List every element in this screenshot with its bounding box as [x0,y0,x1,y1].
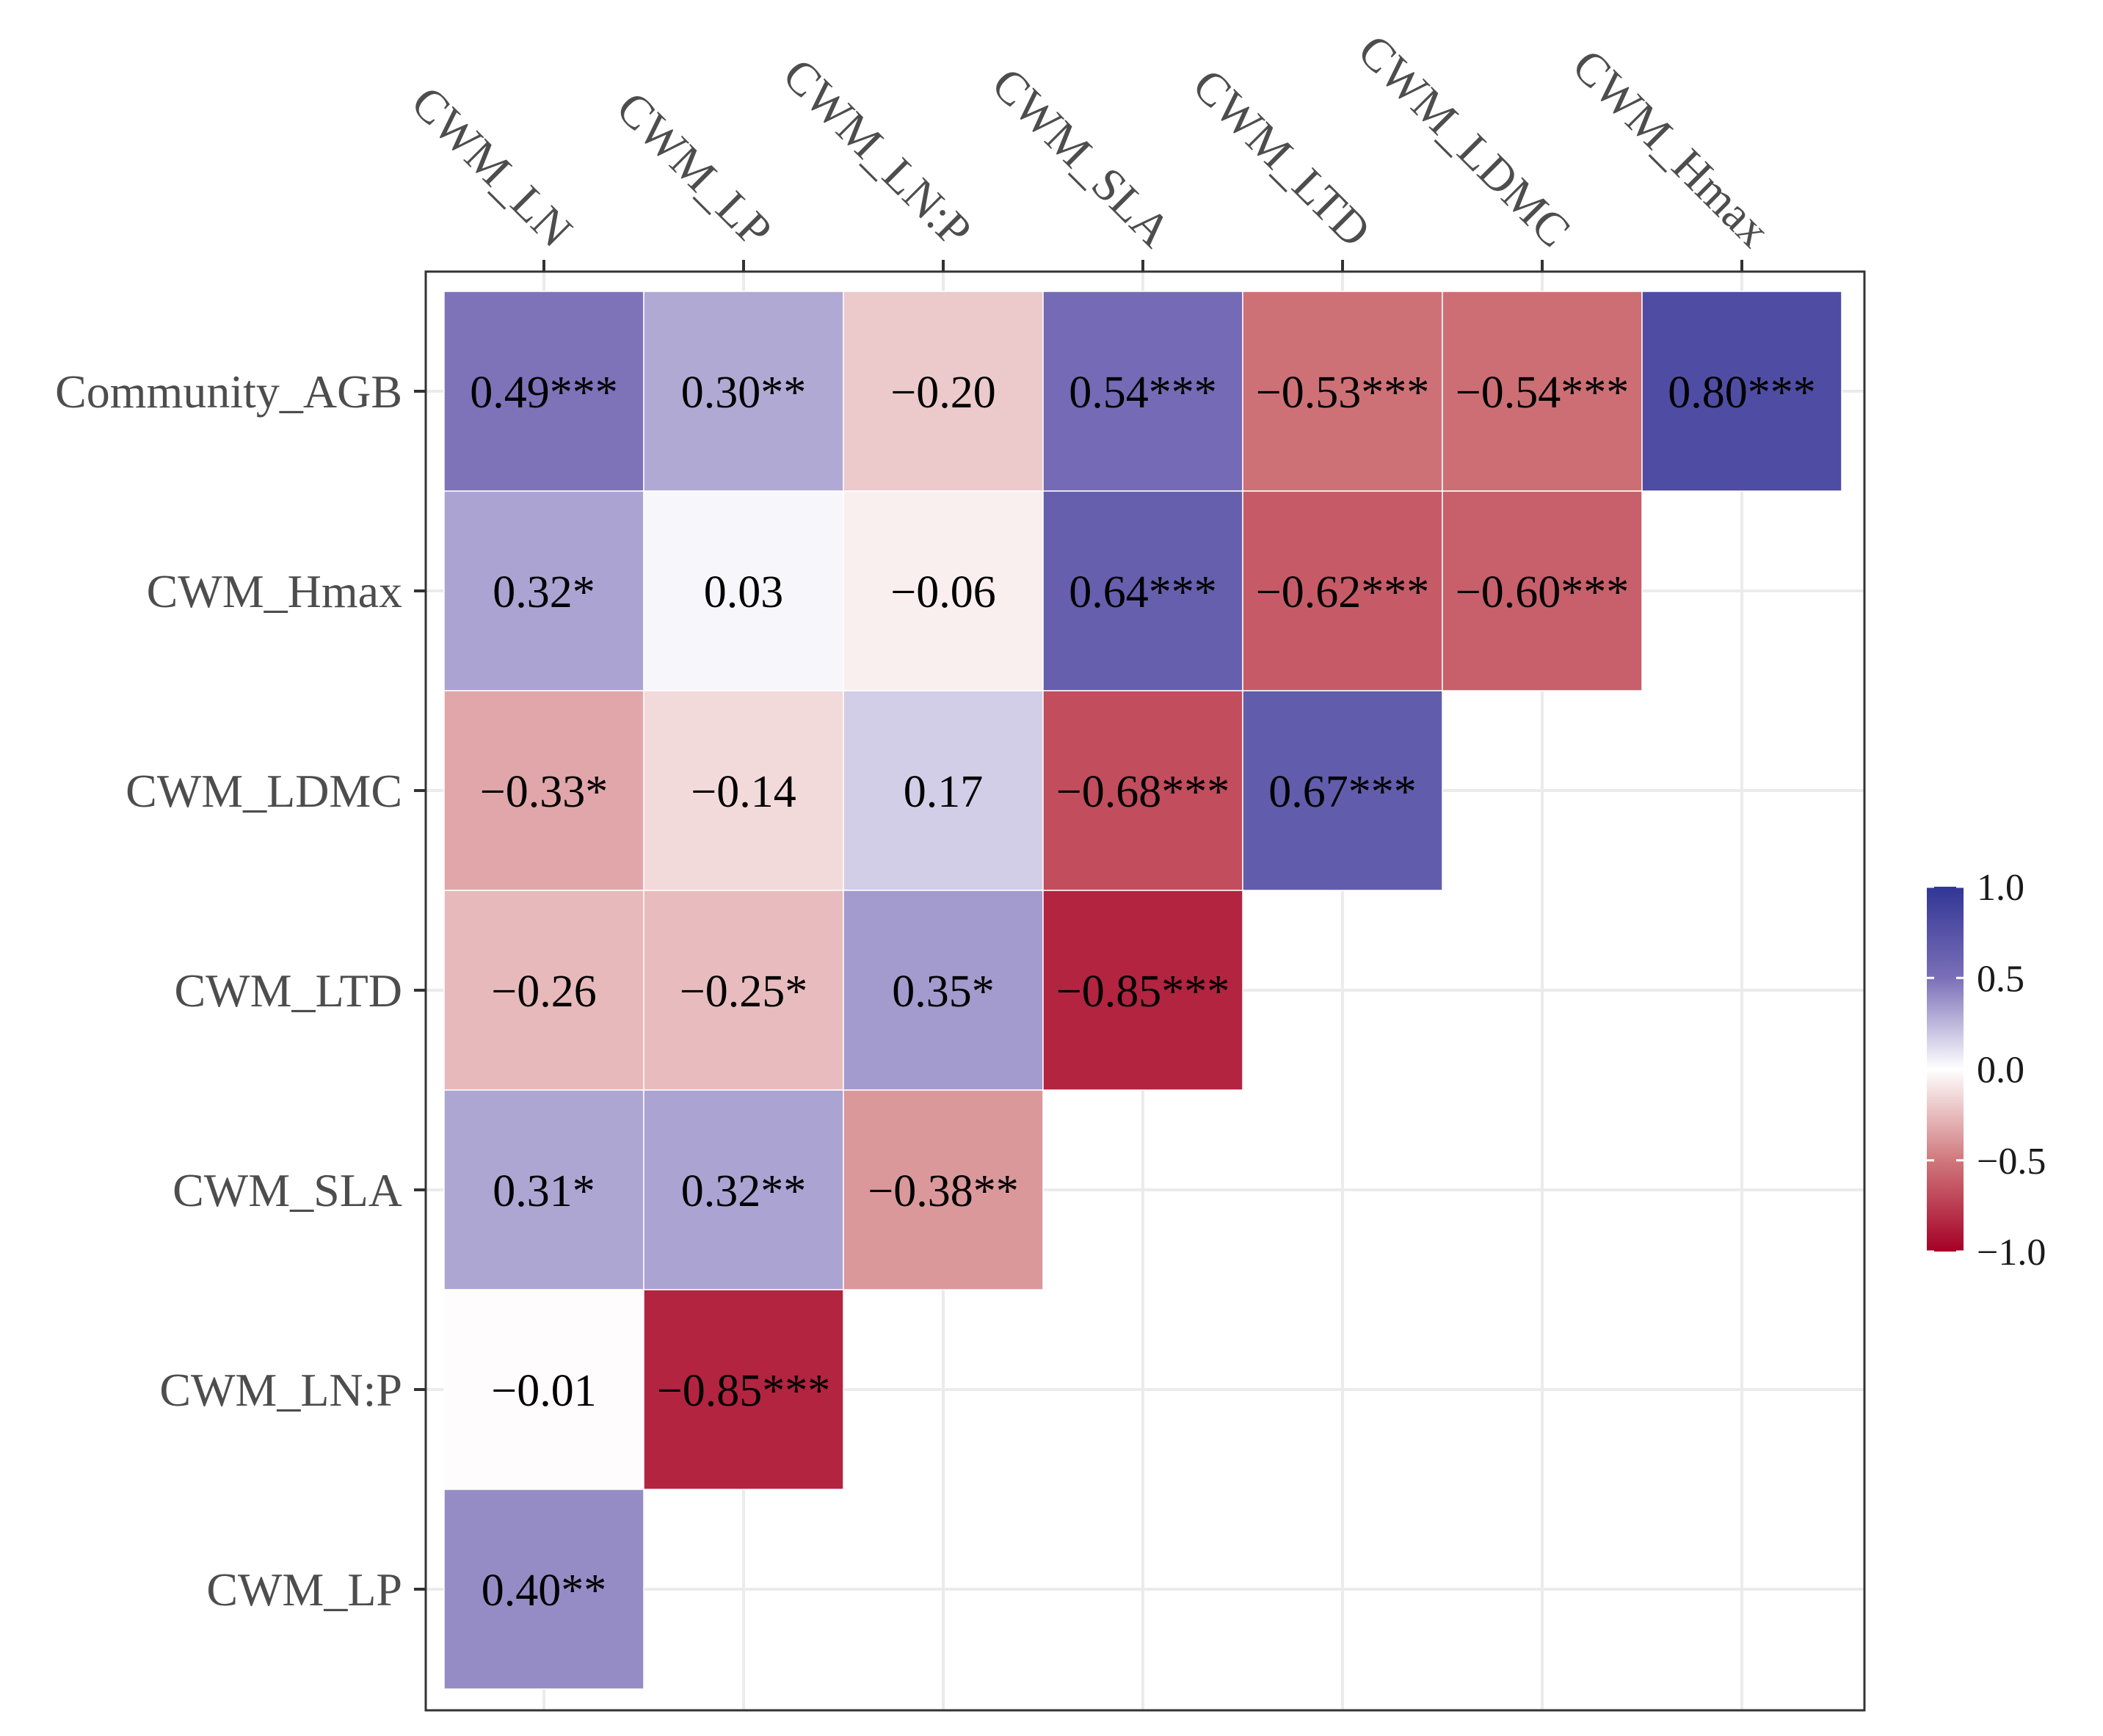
heatmap-cell [1442,490,1643,691]
heatmap-cell [1242,690,1443,891]
cell-value-label: 0.32* [493,567,595,617]
heatmap-cell [443,490,644,691]
cell-value-label: −0.01 [491,1366,596,1416]
heatmap-cell [843,890,1044,1091]
x-axis-tick-label: CWM_SLA [982,57,1181,256]
legend-tick-label: −0.5 [1977,1141,2046,1183]
cell-value-label: −0.14 [691,767,796,817]
cell-value-label: 0.64*** [1069,567,1217,617]
x-axis-tick-label: CWM_Hmax [1563,39,1781,257]
heatmap-cell [443,690,644,891]
heatmap-cell [1442,291,1643,492]
legend-tick-label: 0.0 [1977,1050,2024,1092]
cell-value-label: 0.32** [681,1166,807,1216]
heatmap-cell [1042,690,1243,891]
cell-value-label: 0.17 [904,767,984,817]
cell-value-label: 0.30** [681,368,807,418]
heatmap-cell [1042,890,1243,1091]
cell-value-label: 0.35* [892,967,995,1017]
heatmap-cell [1042,490,1243,691]
y-axis-tick-label: CWM_LTD [174,965,402,1017]
y-axis-tick-label: CWM_LN:P [159,1364,402,1416]
cell-value-label: −0.68*** [1056,767,1230,817]
y-axis: Community_AGB CWM_Hmax CWM_LDMC CWM_LTD CWM_… [55,366,426,1616]
cell-value-label: −0.85*** [657,1366,830,1416]
cell-value-label: −0.26 [491,967,596,1017]
y-axis-tick-label: CWM_LP [206,1564,402,1616]
cell-value-label: −0.25* [680,967,807,1017]
heatmap-cell [643,1289,844,1490]
legend-tick-label: −1.0 [1977,1232,2046,1274]
legend-tick-label: 0.5 [1977,958,2024,1000]
cell-value-label: 0.40** [482,1566,607,1616]
cell-value-label: −0.60*** [1456,567,1629,617]
cell-value-label: −0.20 [890,368,995,418]
cell-value-label: 0.67*** [1268,767,1417,817]
heatmap-cell [843,1089,1044,1290]
cell-labels: 0.49*** 0.30** −0.20 0.54*** −0.53*** −0.54**… [470,368,1816,1616]
heatmap-cell [443,1089,644,1290]
y-axis-tick-label: CWM_SLA [172,1164,402,1216]
x-axis-tick-label: CWM_LN [402,76,582,257]
x-axis-tick-label: CWM_LN:P [773,48,981,257]
heatmap-cell [643,490,844,691]
cell-value-label: −0.85*** [1056,967,1230,1017]
x-axis-tick-label: CWM_LTD [1183,59,1381,257]
heatmap-cell [643,690,844,891]
cell-value-label: −0.54*** [1456,368,1629,418]
heatmap-cell [643,1089,844,1290]
heatmap-cell [643,890,844,1091]
cell-value-label: −0.53*** [1256,368,1429,418]
heatmap-cell [1641,291,1842,492]
legend-tick-label: 1.0 [1977,867,2024,909]
cell-value-label: 0.03 [704,567,784,617]
cell-value-label: −0.06 [890,567,995,617]
cell-value-label: −0.62*** [1256,567,1429,617]
y-axis-tick-label: CWM_Hmax [147,565,402,617]
cell-value-label: 0.31* [493,1166,595,1216]
heatmap-cell [843,291,1044,492]
cell-value-label: 0.54*** [1069,368,1217,418]
cell-value-label: −0.38** [868,1166,1018,1216]
cell-value-label: −0.33* [480,767,608,817]
heatmap-cell [643,291,844,492]
cell-value-label: 0.80*** [1668,368,1816,418]
heatmap-cell [443,890,644,1091]
x-axis-tick-label: CWM_LDMC [1348,24,1581,257]
heatmap-cell [1042,291,1243,492]
heatmap-cell [443,291,644,492]
heatmap-cells [443,291,1842,1690]
cell-value-label: 0.49*** [470,368,618,418]
color-legend: 1.0 0.5 0.0 −0.5 −1.0 [1927,867,2046,1274]
heatmap-cell [443,1289,644,1490]
heatmap-cell [843,690,1044,891]
heatmap-cell [443,1489,644,1690]
y-axis-tick-label: Community_AGB [55,366,402,418]
x-axis-tick-label: CWM_LP [607,81,782,257]
y-axis-tick-label: CWM_LDMC [126,765,402,817]
